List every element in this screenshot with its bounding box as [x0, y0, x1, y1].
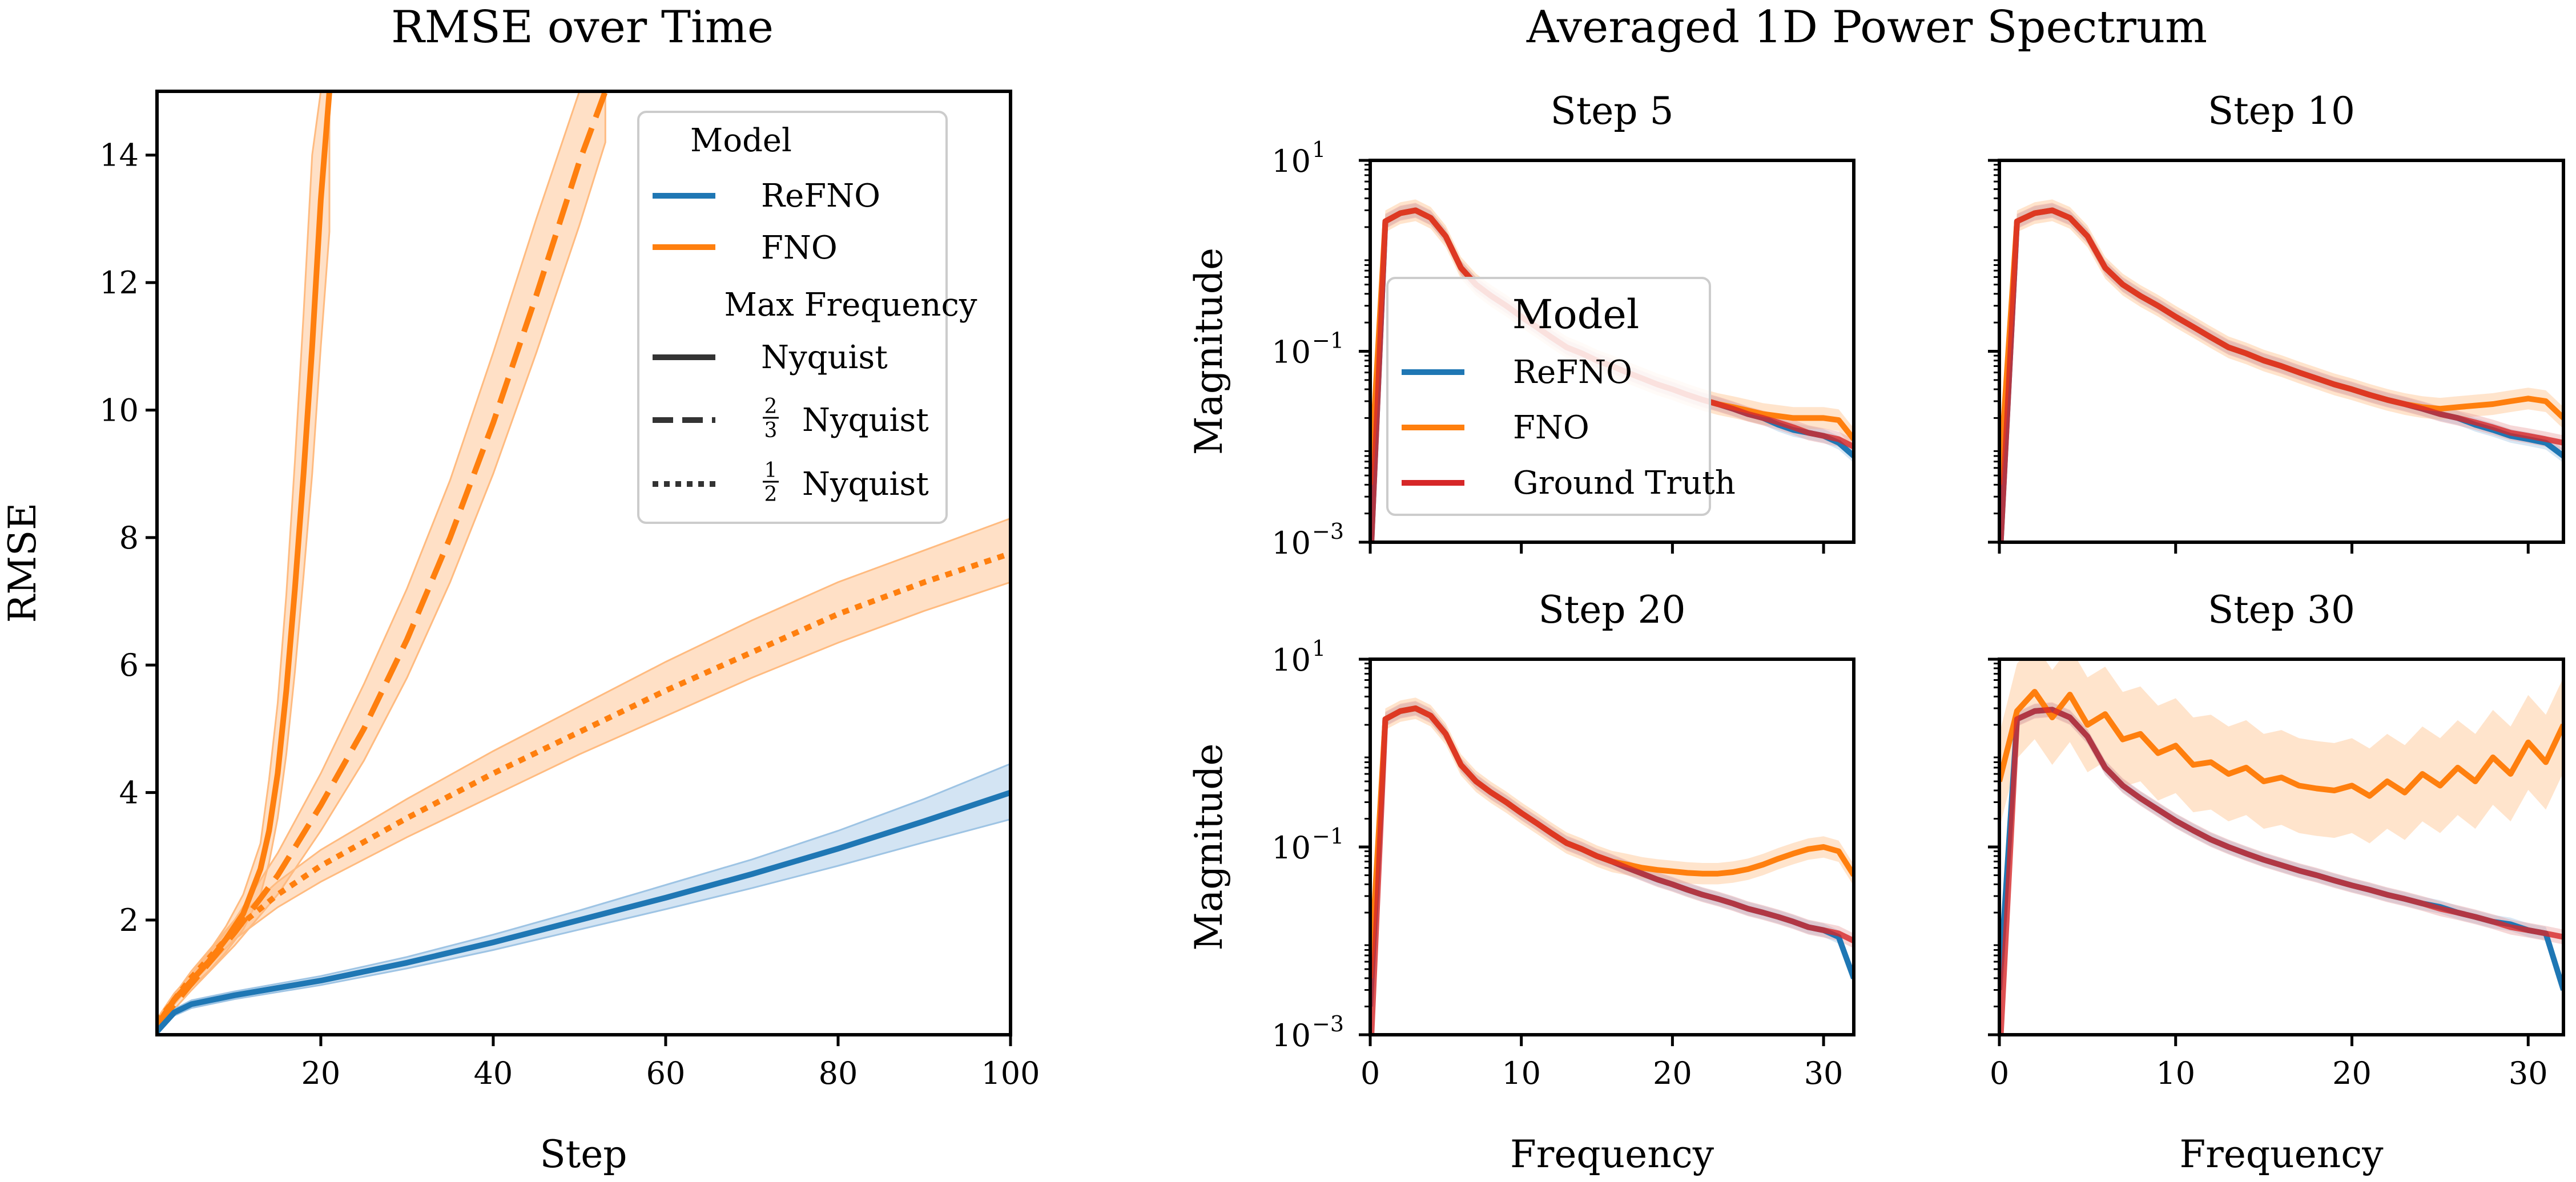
spectrum-y-tick-label-base: 10 — [1271, 334, 1311, 370]
rmse-y-tick-label: 6 — [119, 647, 139, 683]
spectrum-line-ground-truth — [1370, 705, 1854, 1035]
spectrum-x-tick-label: 30 — [2509, 1055, 2548, 1091]
spectrum-panel-title: Step 10 — [2208, 89, 2355, 133]
rmse-legend-label-one-half: Nyquist — [802, 466, 929, 503]
spectrum-x-tick-label: 0 — [1990, 1055, 2009, 1091]
spectrum-y-tick-label-exponent: −1 — [1312, 824, 1344, 849]
spectrum-y-tick-label-base: 10 — [1271, 143, 1311, 179]
spectrum-x-tick-label: 20 — [2332, 1055, 2372, 1091]
rmse-legend: Model ReFNO FNO Max Frequency Nyquist 2 … — [637, 111, 977, 524]
spectrum-y-axis-label: Magnitude — [1187, 743, 1231, 950]
rmse-legend-label-refno: ReFNO — [761, 177, 880, 215]
rmse-x-axis-label: Step — [540, 1132, 627, 1176]
spectrum-band-fno — [1999, 199, 2563, 496]
spectrum-x-axis-label: Frequency — [1510, 1132, 1714, 1176]
rmse-x-tick-label: 20 — [301, 1055, 341, 1091]
spectrum-x-axis-label: Frequency — [2180, 1132, 2384, 1176]
spectrum-y-tick-label-exponent: 1 — [1312, 636, 1326, 661]
spectrum-line-ground-truth — [1999, 207, 2563, 542]
spectrum-panel-title: Step 30 — [2208, 588, 2355, 632]
spectrum-band-ground-truth — [2000, 702, 2563, 1035]
svg-text:2: 2 — [764, 483, 778, 506]
rmse-x-tick-label: 40 — [474, 1055, 513, 1091]
svg-text:3: 3 — [764, 419, 778, 442]
spectrum-legend-label-ground-truth: Ground Truth — [1513, 465, 1736, 502]
rmse-y-tick-label: 8 — [119, 520, 139, 556]
spectrum-x-tick-label: 20 — [1653, 1055, 1692, 1091]
rmse-legend-label-nyquist: Nyquist — [761, 339, 888, 376]
spectrum-band-fno — [1370, 697, 1854, 989]
spectrum-legend-title: Model — [1512, 291, 1639, 338]
spectrum-y-tick-label-exponent: −1 — [1312, 328, 1344, 353]
rmse-legend-title-frequency: Max Frequency — [724, 287, 977, 324]
spectrum-x-tick-label: 0 — [1361, 1055, 1380, 1091]
rmse-band-1 — [157, 91, 606, 1030]
spectrum-axes-frame — [1368, 657, 1855, 1036]
spectrum-panel-title: Step 5 — [1550, 89, 1673, 133]
rmse-x-tick-label: 80 — [819, 1055, 858, 1091]
rmse-y-axis-label: RMSE — [1, 503, 45, 623]
spectrum-y-tick-label-base: 10 — [1271, 830, 1311, 866]
spectrum-y-tick-label-exponent: −3 — [1312, 1011, 1344, 1036]
rmse-x-tick-label: 100 — [981, 1055, 1040, 1091]
rmse-x-tick-label: 60 — [646, 1055, 686, 1091]
rmse-legend-label-fno: FNO — [761, 229, 838, 267]
svg-text:1: 1 — [764, 459, 778, 482]
rmse-axes-frame — [155, 90, 1012, 1036]
spectrum-y-tick-label-base: 10 — [1271, 642, 1311, 678]
spectrum-x-tick-label: 10 — [1502, 1055, 1541, 1091]
spectrum-band-ground-truth — [1371, 701, 1854, 1035]
spectrum-band-refno — [1370, 701, 1854, 1014]
spectrum-legend-label-refno: ReFNO — [1513, 354, 1632, 391]
spectrum-y-tick-label-base: 10 — [1271, 525, 1311, 561]
spectrum-axes-frame — [1998, 159, 2565, 544]
rmse-y-tick-label: 2 — [119, 902, 139, 938]
spectrum-y-axis-label: Magnitude — [1187, 248, 1231, 455]
spectrum-line-ground-truth — [1999, 707, 2563, 1035]
rmse-y-tick-label: 4 — [119, 775, 139, 811]
spectrum-y-tick-label-base: 10 — [1271, 1018, 1311, 1054]
spectrum-x-tick-label: 10 — [2156, 1055, 2195, 1091]
spectrum-band-refno — [2000, 203, 2563, 542]
right-figure-title: Averaged 1D Power Spectrum — [1526, 2, 2207, 53]
spectrum-band-fno — [1999, 659, 2563, 844]
rmse-series-line-3 — [157, 789, 1011, 1034]
spectrum-line-fno — [1370, 705, 1854, 979]
spectrum-legend: Model ReFNO FNO Ground Truth — [1386, 277, 1736, 516]
spectrum-y-tick-label-exponent: 1 — [1312, 137, 1326, 162]
rmse-y-tick-label: 12 — [99, 265, 139, 301]
spectrum-panel-4: Step 30 0 10 20 30 Frequency — [1988, 588, 2565, 1176]
spectrum-legend-label-fno: FNO — [1513, 409, 1589, 446]
rmse-series-line-1 — [157, 91, 608, 1027]
spectrum-panel-2: Step 10 — [1988, 89, 2565, 554]
left-figure-title: RMSE over Time — [391, 2, 774, 53]
rmse-y-tick-label: 14 — [99, 138, 139, 174]
svg-text:2: 2 — [764, 395, 778, 418]
spectrum-y-tick-label-exponent: −3 — [1312, 519, 1344, 544]
rmse-legend-label-two-thirds: Nyquist — [802, 402, 929, 439]
rmse-legend-fraction-two-thirds: 2 3 — [763, 395, 779, 442]
spectrum-line-fno — [1999, 207, 2563, 485]
spectrum-panel-title: Step 20 — [1538, 588, 1685, 632]
rmse-legend-fraction-one-half: 1 2 — [763, 459, 779, 506]
rmse-band-2 — [157, 517, 1011, 1027]
rmse-legend-title-model: Model — [690, 122, 792, 159]
rmse-y-tick-label: 10 — [99, 392, 139, 428]
spectrum-band-ground-truth — [2000, 203, 2563, 542]
rmse-band-3 — [157, 763, 1011, 1035]
spectrum-line-fno — [1999, 689, 2563, 799]
rmse-series-line-0 — [157, 91, 332, 1027]
spectrum-x-tick-label: 30 — [1804, 1055, 1844, 1091]
spectrum-line-refno — [1999, 207, 2563, 542]
